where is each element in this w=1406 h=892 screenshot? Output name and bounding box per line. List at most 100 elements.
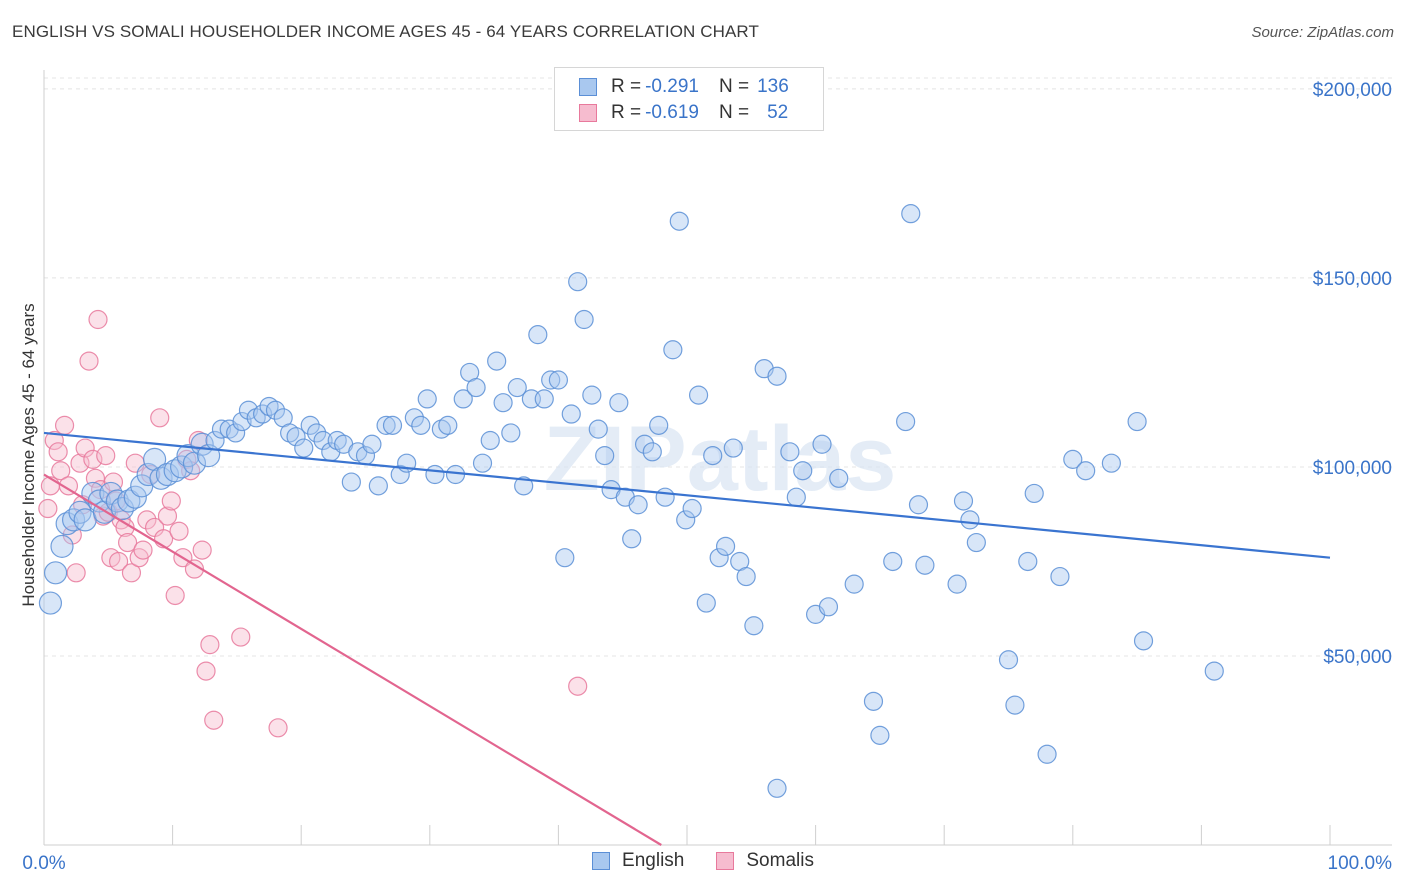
english-point (582, 385, 602, 405)
somali-point (66, 563, 86, 583)
somali-point (48, 442, 68, 462)
somali-r-label: R = (611, 102, 642, 123)
somali-point (70, 453, 90, 473)
somali-point (231, 627, 251, 647)
english-point (818, 597, 839, 617)
english-point (947, 574, 967, 594)
english-point (555, 548, 575, 568)
english-point (709, 548, 729, 568)
somali-point (54, 415, 75, 435)
y-axis-label: Householder Income Ages 45 - 64 years (19, 303, 38, 606)
somali-legend-label: Somalis (746, 850, 814, 871)
english-point (588, 419, 608, 439)
english-point (1037, 744, 1057, 764)
trend-lines (43, 431, 1331, 846)
somali-point (96, 446, 116, 466)
english-point (411, 415, 431, 435)
english-point (493, 393, 513, 413)
english-point (960, 510, 980, 530)
english-point (534, 389, 554, 409)
english-point (829, 468, 849, 488)
english-point (548, 370, 569, 390)
english-point (642, 442, 662, 462)
stats-legend: R = -0.291 N = 136 R = -0.619 N = 52 (554, 67, 824, 131)
english-point (528, 325, 548, 345)
legend-row-somalis: R = -0.619 N = 52 (579, 101, 788, 125)
english-point (226, 423, 246, 443)
english-point (966, 532, 986, 553)
legend-item-somalis[interactable]: Somalis (716, 850, 814, 872)
english-point (786, 487, 806, 507)
legend-item-english[interactable]: English (592, 850, 684, 872)
y-tick-label: $50,000 (1323, 647, 1392, 668)
somali-trend-line (43, 473, 662, 846)
english-point (844, 574, 864, 594)
english-point (300, 415, 320, 435)
english-point (870, 725, 890, 745)
english-point (915, 555, 935, 575)
english-point (313, 430, 333, 451)
english-point (780, 442, 800, 462)
english-point (1204, 661, 1224, 681)
somali-point (51, 461, 71, 481)
english-point (682, 498, 702, 519)
english-point (609, 393, 629, 413)
english-point (43, 561, 68, 585)
english-legend-swatch (592, 852, 611, 870)
somali-point (165, 585, 185, 606)
english-point (574, 309, 594, 330)
english-point (1133, 631, 1154, 651)
somali-point (204, 710, 224, 730)
somali-point (58, 476, 79, 496)
english-point (1024, 483, 1044, 504)
english-point (568, 272, 588, 292)
somali-point (188, 430, 208, 451)
somali-legend-swatch (716, 852, 735, 870)
english-point (634, 434, 655, 454)
english-point (1063, 449, 1083, 469)
somali-point (196, 661, 216, 681)
english-point (265, 400, 286, 420)
english-point (362, 434, 382, 454)
english-point (404, 408, 424, 428)
english-legend-label: English (622, 850, 685, 871)
english-point (341, 472, 361, 492)
somali-point (79, 351, 99, 371)
english-r-value: -0.291 (645, 76, 699, 97)
english-point (50, 534, 74, 558)
somali-point (83, 449, 103, 469)
english-point (1076, 461, 1096, 481)
english-point (294, 438, 314, 458)
somali-point (108, 551, 129, 572)
english-point (628, 495, 648, 515)
y-tick-label: $150,000 (1313, 269, 1392, 290)
english-point (863, 691, 884, 711)
somali-r-value: -0.619 (645, 102, 699, 123)
somali-n-value: 52 (767, 102, 789, 123)
y-tick-label: $100,000 (1313, 458, 1392, 479)
english-point (382, 415, 403, 435)
english-trend-line (43, 431, 1331, 559)
english-point (480, 430, 500, 451)
english-point (901, 204, 921, 224)
english-point (149, 466, 173, 490)
english-point (507, 377, 527, 398)
somali-point (121, 563, 142, 583)
english-point (663, 340, 683, 360)
english-swatch (579, 78, 597, 96)
english-point (368, 476, 388, 496)
english-point (123, 485, 147, 509)
english-point (286, 427, 306, 447)
english-point (142, 447, 167, 471)
axes (43, 70, 1392, 846)
english-n-value: 136 (757, 76, 789, 97)
english-point (744, 616, 764, 636)
english-point (136, 462, 160, 487)
english-point (896, 411, 916, 432)
english-point (117, 489, 141, 513)
english-point (703, 446, 723, 466)
somali-point (568, 676, 588, 696)
somali-point (268, 718, 288, 738)
english-point (793, 461, 813, 481)
somali-swatch (579, 104, 597, 122)
